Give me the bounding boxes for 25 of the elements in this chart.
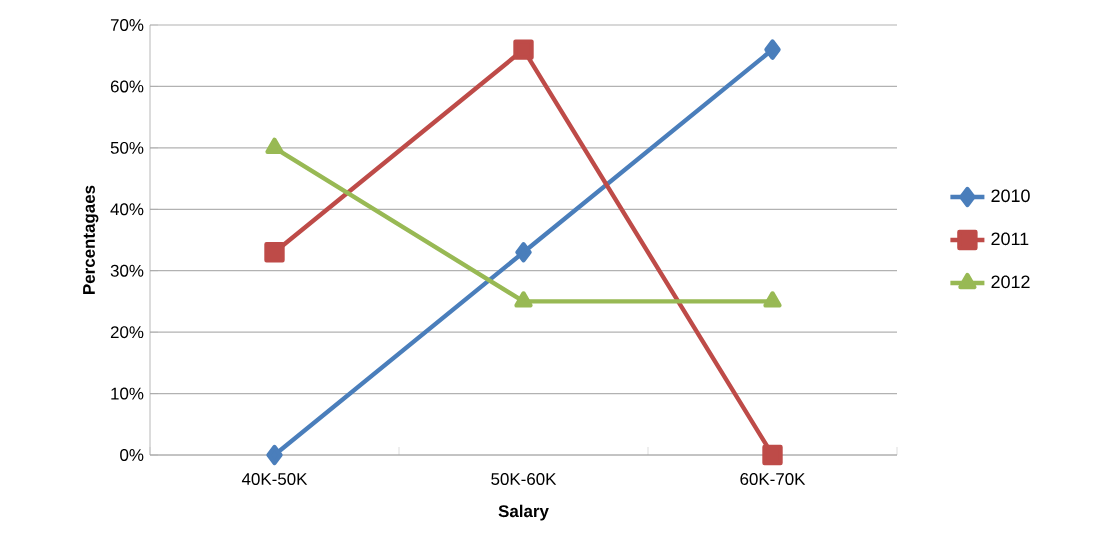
point (762, 444, 783, 466)
y-tick-label: 10% (111, 387, 144, 400)
y-tick-label: 70% (110, 19, 144, 31)
y-tick-label: 0% (120, 449, 144, 461)
x-tick-label: 60K-70K (740, 473, 806, 486)
point (514, 291, 533, 308)
y-axis-title: Percentagaes (83, 185, 99, 294)
y-tick-label: 60% (110, 80, 144, 93)
point (515, 242, 532, 263)
x-tick-label: 40K-50K (241, 473, 308, 486)
legend-label: 2012 (991, 275, 1030, 289)
point (764, 39, 781, 60)
y-tick-label: 20% (110, 326, 144, 339)
point (265, 137, 284, 155)
y-tick-label: 30% (110, 264, 144, 277)
x-tick-label: 50K-60K (491, 473, 557, 486)
y-tick-label: 50% (110, 141, 144, 154)
x-axis-title: Salary (498, 504, 549, 521)
legend-label: 2010 (991, 189, 1030, 203)
point (266, 444, 283, 466)
point (513, 39, 534, 60)
point (264, 242, 285, 263)
y-tick-label: 40% (110, 203, 144, 216)
point (763, 291, 782, 308)
legend-label: 2011 (991, 232, 1029, 246)
